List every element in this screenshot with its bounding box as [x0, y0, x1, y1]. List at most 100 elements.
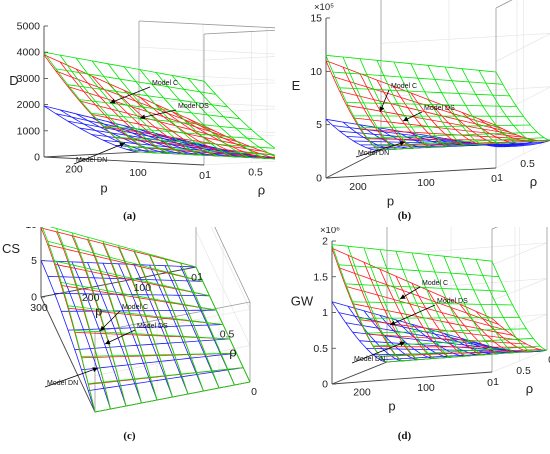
model-ds-mesh-line	[360, 128, 531, 140]
model-c-annotation: Model C	[122, 304, 148, 311]
axis-box-top	[491, 227, 499, 230]
model-ds-mesh-line	[55, 70, 217, 132]
annotation-arrowhead	[399, 141, 405, 146]
panel-caption: (d)	[398, 430, 412, 442]
model-ds-mesh-line	[54, 263, 210, 297]
model-c-mesh-line	[359, 317, 520, 319]
model-c-annotation: Model C	[152, 80, 178, 87]
model-c-mesh-line	[332, 71, 503, 85]
p-tick-label: 0	[199, 170, 205, 182]
model-dn-mesh-line	[40, 260, 197, 268]
grid-line	[495, 0, 513, 9]
model-c-mesh-line	[352, 301, 513, 306]
model-ds-mesh-line	[345, 286, 506, 331]
annotation-arrow	[109, 86, 151, 104]
model-ds-mesh-line	[331, 247, 493, 319]
model-c-mesh-line	[55, 68, 216, 95]
annotation-arrow	[351, 341, 406, 364]
rho-tick-label: 0.5	[520, 158, 535, 170]
model-c-mesh-line	[88, 367, 244, 384]
model-ds-mesh-line	[359, 319, 520, 341]
z-tick-label: 0	[34, 152, 40, 164]
p-tick-label: 0	[191, 272, 197, 284]
model-ds-mesh-line	[91, 114, 252, 148]
z-tick-label: 3000	[17, 73, 41, 85]
rho-axis-line	[325, 149, 382, 179]
annotation-arrowhead	[379, 106, 385, 112]
z-tick-label: 1.5	[313, 271, 328, 283]
annotation-arrow	[73, 142, 126, 165]
rho-axis-line	[331, 361, 388, 385]
model-dn-mesh-line	[67, 324, 224, 331]
model-c-surface	[325, 54, 550, 151]
z-tick-label: 10	[310, 66, 322, 78]
model-ds-annotation: Model DS	[178, 103, 209, 110]
z-tick-label: 10	[25, 227, 37, 231]
model-c-mesh-line	[339, 87, 510, 97]
rho-tick-label: 1	[205, 169, 211, 181]
rho-axis-label: ρ	[530, 174, 537, 189]
p-tick-label: 100	[417, 177, 435, 189]
model-dn-mesh-line	[74, 338, 230, 351]
model-dn-annotation: Model DN	[358, 150, 389, 157]
p-tick-label: 200	[353, 387, 371, 399]
z-axis-label: E	[292, 78, 301, 93]
annotation-arrow	[139, 109, 177, 119]
p-tick-label: 200	[349, 181, 367, 193]
model-ds-mesh-line	[339, 91, 510, 133]
model-ds-mesh-line	[115, 137, 275, 156]
z-tick-label: 15	[310, 13, 322, 25]
model-c-surface	[331, 244, 548, 363]
annotation-arrow	[44, 367, 99, 388]
model-c-mesh-line	[386, 349, 548, 363]
rho-axis-line	[43, 151, 140, 158]
model-dn-mesh-line	[67, 120, 228, 151]
rho-tick-label: 0.5	[248, 167, 263, 179]
model-ds-annotation: Model DS	[424, 105, 455, 112]
model-c-mesh-line	[47, 240, 203, 282]
model-dn-annotation: Model DN	[354, 356, 385, 363]
p-tick-label: 100	[129, 167, 147, 179]
model-ds-mesh-line	[367, 138, 538, 141]
panel-caption: (b)	[398, 210, 412, 222]
p-axis-line	[43, 156, 205, 166]
p-axis-label: p	[100, 181, 107, 196]
grid-line	[138, 20, 275, 35]
z-tick-label: 1000	[17, 125, 41, 137]
model-c-mesh-line	[373, 338, 534, 347]
model-dn-mesh-line	[40, 260, 96, 413]
rho-tick-label: 0.5	[220, 329, 235, 341]
grid-line	[491, 227, 498, 230]
rho-axis-label: ρ	[526, 381, 533, 396]
annotation-arrowhead	[403, 116, 409, 122]
panel-caption: (c)	[123, 430, 136, 442]
p-axis-line	[331, 371, 493, 385]
model-c-mesh-line	[54, 260, 210, 297]
rho-tick-label: 0	[548, 354, 550, 366]
rho-axis-label: ρ	[258, 183, 265, 198]
model-ds-annotation: Model DS	[137, 323, 168, 330]
p-tick-label: 0	[487, 377, 493, 389]
grid-line	[138, 73, 275, 87]
model-c-mesh-line	[347, 246, 404, 362]
model-c-mesh-line	[127, 145, 275, 156]
p-axis-label: p	[388, 399, 395, 414]
z-tick-label: 0	[31, 292, 37, 304]
model-c-mesh-line	[91, 113, 252, 130]
model-ds-mesh-line	[373, 346, 534, 348]
model-c-mesh-line	[374, 137, 545, 147]
rho-tick-label: 1	[497, 172, 503, 184]
model-dn-mesh-line	[331, 301, 388, 363]
model-c-mesh-line	[115, 136, 275, 149]
model-ds-mesh-line	[103, 126, 264, 152]
model-c-mesh-line	[94, 381, 251, 413]
model-c-mesh-line	[331, 244, 388, 363]
grid-line	[138, 46, 275, 61]
rho-tick-label: 1	[197, 271, 203, 283]
model-c-surface	[43, 51, 275, 160]
model-c-mesh-line	[331, 244, 493, 262]
model-dn-mesh-line	[164, 265, 220, 389]
